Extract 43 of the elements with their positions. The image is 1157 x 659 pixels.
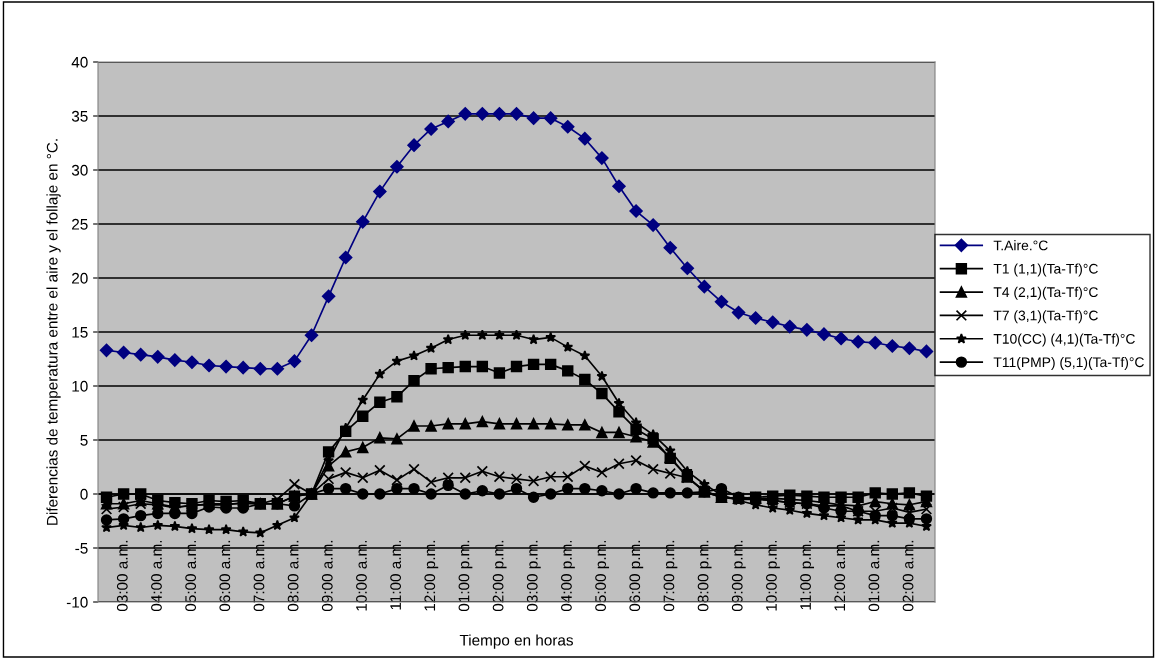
y-tick-label: 35 <box>71 110 88 122</box>
legend-label: T1 (1,1)(Ta-Tf)°C <box>993 263 1098 277</box>
y-tick-label: -5 <box>75 543 88 554</box>
legend-label: T.Aire.°C <box>993 240 1048 251</box>
y-tick-label: 30 <box>71 164 88 176</box>
x-tick-label: 05:00 a.m. <box>185 540 197 612</box>
x-tick-label: 12:00 p.m. <box>424 540 439 611</box>
x-tick-label: 02:00 p.m. <box>492 540 507 612</box>
x-tick-label: 01:00 a.m. <box>868 540 880 612</box>
x-tick-label: 04:00 p.m. <box>561 540 575 612</box>
x-tick-label: 03:00 p.m. <box>526 540 541 612</box>
x-tick-label: 06:00 p.m. <box>629 540 644 612</box>
y-tick-label: 5 <box>80 435 88 446</box>
legend-label: T11(PMP) (5,1)(Ta-Tf)°C <box>993 356 1144 370</box>
y-tick-label: 10 <box>72 380 88 392</box>
y-tick-label: 20 <box>72 272 88 284</box>
legend-label: T7 (3,1)(Ta-Tf)°C <box>993 310 1098 324</box>
x-tick-label: 05:00 p.m. <box>595 540 610 612</box>
x-tick-label: 08:00 a.m. <box>287 540 299 612</box>
x-tick-label: 10:00 a.m. <box>356 540 367 611</box>
x-tick-label: 02:00 a.m. <box>902 540 914 612</box>
y-tick-label: 0 <box>80 488 88 500</box>
y-axis-title: Diferencias de temperatura entre el aire y el follaje en °C. <box>46 139 61 525</box>
x-tick-label: 09:00 a.m. <box>321 540 333 612</box>
x-tick-label: 08:00 p.m. <box>697 540 712 612</box>
y-tick-label: 25 <box>72 218 88 230</box>
x-tick-label: 09:00 p.m. <box>731 540 746 612</box>
x-tick-label: 07:00 a.m. <box>253 540 265 612</box>
x-tick-label: 12:00 a.m. <box>834 540 846 611</box>
y-tick-label: 40 <box>71 56 88 68</box>
x-tick-label: 03:00 a.m. <box>116 540 128 612</box>
legend-label: T10(CC) (4,1)(Ta-Tf)°C <box>993 333 1135 347</box>
x-tick-label: 07:00 p.m. <box>663 540 678 612</box>
legend-label: T4 (2,1)(Ta-Tf)°C <box>993 286 1098 300</box>
x-tick-label: 11:00 p.m. <box>800 540 815 610</box>
x-tick-label: 01:00 p.m. <box>458 540 473 612</box>
x-axis-title: Tiempo en horas <box>459 634 573 649</box>
x-tick-label: 10:00 p.m. <box>766 540 780 611</box>
y-tick-label: -10 <box>66 596 88 608</box>
x-tick-label: 06:00 a.m. <box>219 540 231 612</box>
x-tick-label: 04:00 a.m. <box>151 540 162 612</box>
y-tick-label: 15 <box>72 327 88 338</box>
x-tick-label: 11:00 a.m. <box>390 540 402 610</box>
